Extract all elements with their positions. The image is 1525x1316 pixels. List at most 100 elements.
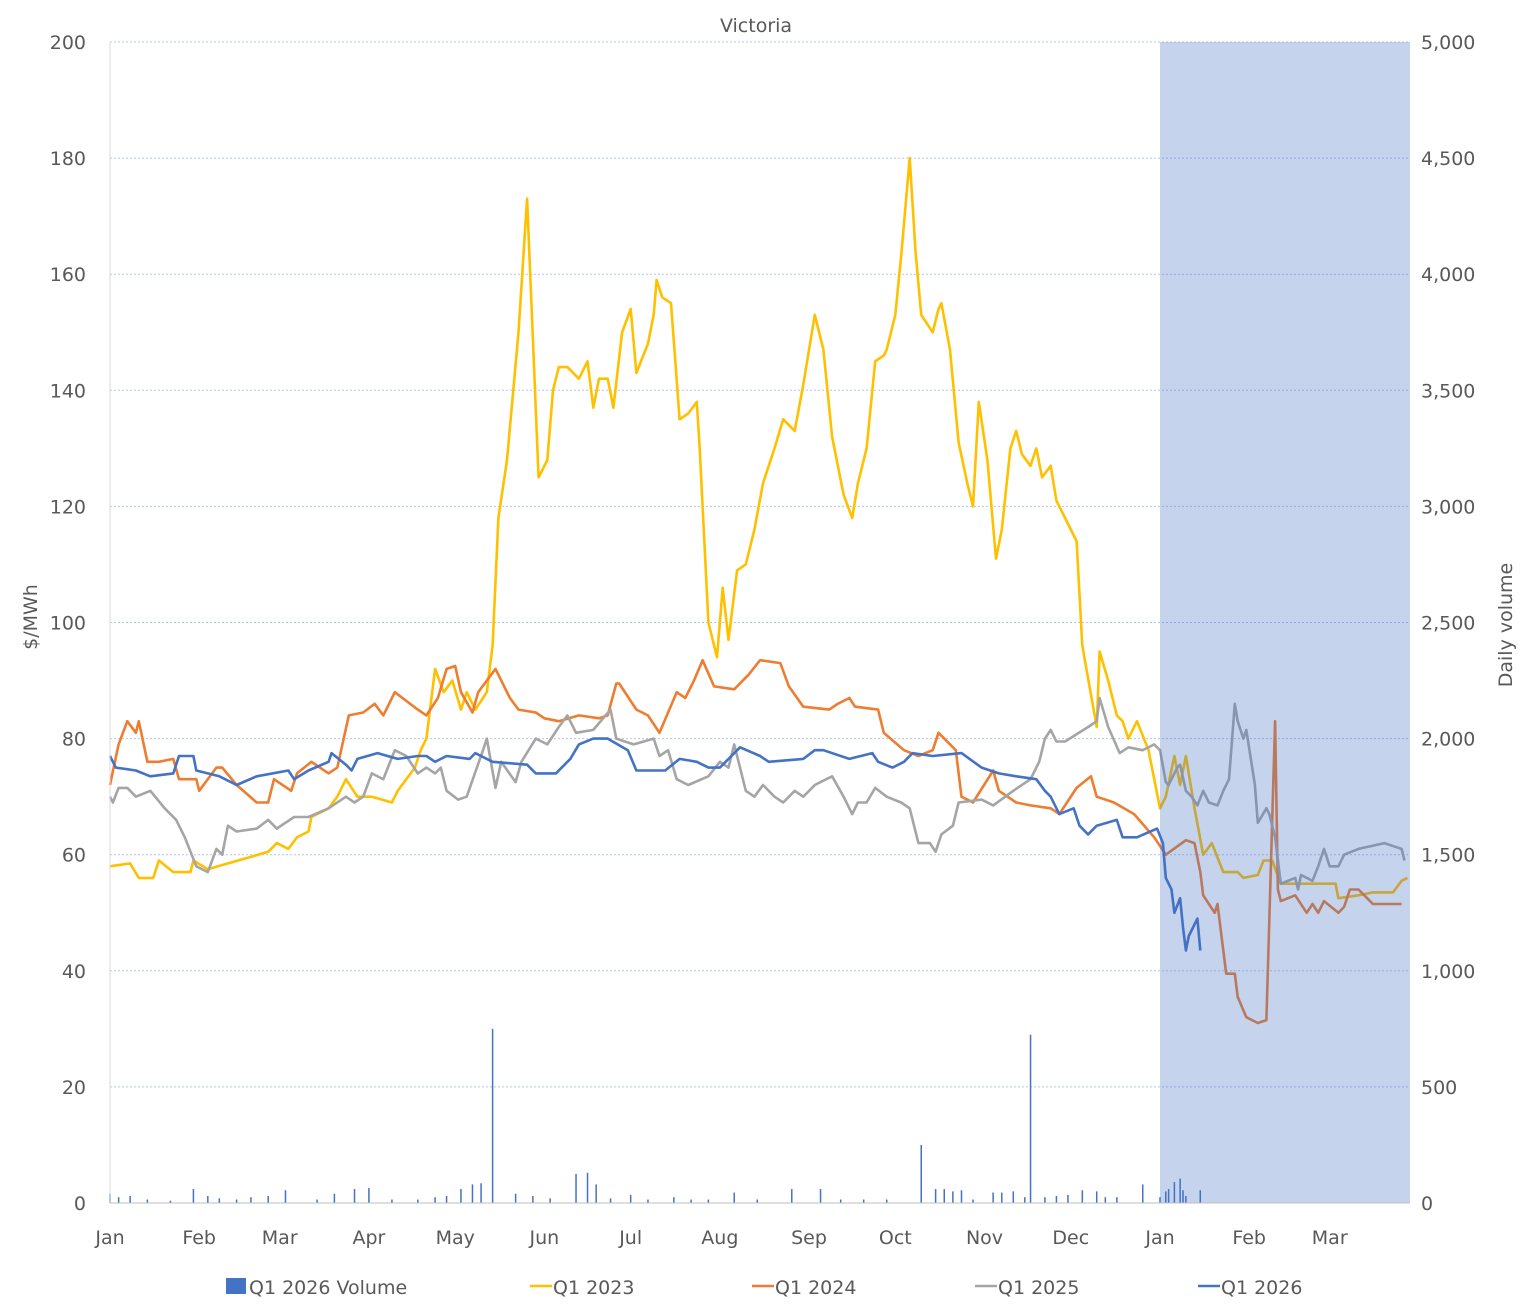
x-tick-label: Nov	[966, 1227, 1003, 1249]
volume-bar	[862, 1199, 865, 1203]
y-axis-label: $/MWh	[20, 584, 42, 650]
y2-tick-label: 1,500	[1421, 845, 1475, 867]
x-tick-label: Jun	[529, 1227, 560, 1249]
volume-bar	[1081, 1190, 1084, 1203]
volume-bar	[885, 1199, 888, 1203]
volume-bar	[690, 1199, 692, 1203]
legend-label: Q1 2023	[553, 1277, 634, 1299]
volume-bar	[575, 1173, 577, 1203]
volume-bar	[1165, 1191, 1167, 1203]
volume-bar	[129, 1196, 131, 1203]
highlight-region	[1160, 42, 1410, 1203]
volume-bar	[756, 1199, 759, 1203]
y-tick-label: 60	[62, 845, 86, 867]
y2-tick-label: 4,500	[1421, 148, 1475, 170]
y-tick-label: 160	[50, 264, 86, 286]
volume-bar	[267, 1196, 269, 1203]
volume-bar	[1012, 1191, 1015, 1203]
volume-bar	[192, 1189, 195, 1203]
volume-bar	[1001, 1192, 1003, 1203]
volume-bar	[992, 1192, 994, 1203]
volume-bar	[1167, 1189, 1170, 1203]
x-tick-label: Dec	[1052, 1227, 1089, 1249]
volume-bar	[146, 1199, 149, 1203]
x-tick-label: May	[436, 1227, 475, 1249]
volume-bars	[109, 1028, 1202, 1203]
volume-bar	[471, 1184, 474, 1203]
gridlines	[110, 41, 1410, 1088]
volume-bar	[647, 1199, 649, 1203]
volume-bar	[609, 1198, 612, 1203]
y2-axis-label: Daily volume	[1495, 563, 1517, 688]
y-tick-label: 20	[62, 1077, 86, 1099]
legend-label: Q1 2025	[998, 1277, 1079, 1299]
x-tick-label: Sep	[791, 1227, 827, 1249]
y2-tick-label: 2,000	[1421, 729, 1475, 751]
volume-bar	[1055, 1196, 1058, 1203]
series-line-q1-2023	[109, 156, 1408, 900]
volume-bar	[819, 1189, 822, 1203]
volume-bar	[417, 1199, 419, 1203]
volume-bar	[391, 1199, 393, 1203]
legend-label: Q1 2026	[1221, 1277, 1302, 1299]
volume-bar	[1029, 1034, 1032, 1203]
volume-bar	[1044, 1197, 1046, 1203]
y2-tick-label: 2,500	[1421, 613, 1475, 635]
legend-swatch-volume	[226, 1278, 246, 1294]
volume-bar	[117, 1197, 120, 1203]
volume-bar	[1199, 1190, 1202, 1203]
y2-tick-label: 3,500	[1421, 380, 1475, 402]
series-line-q1-2026	[108, 737, 1202, 952]
axes: 0 0 20 500 40 1,000 60 1,500 80 2,000 100 2,500 120 3…	[50, 32, 1476, 1249]
volume-bar	[960, 1190, 963, 1203]
volume-bar	[733, 1192, 735, 1203]
volume-bar	[353, 1189, 356, 1203]
volume-bar	[532, 1196, 534, 1203]
legend-label: Q1 2024	[775, 1277, 856, 1299]
volume-bar	[207, 1196, 209, 1203]
x-tick-label: Feb	[182, 1227, 216, 1249]
volume-bar	[549, 1198, 551, 1203]
volume-bar	[629, 1194, 632, 1203]
volume-bar	[434, 1197, 436, 1203]
volume-bar	[1173, 1182, 1176, 1203]
x-tick-label: Jan	[94, 1227, 124, 1249]
volume-bar	[169, 1200, 172, 1203]
volume-bar	[934, 1189, 937, 1203]
volume-bar	[920, 1144, 922, 1203]
volume-bar	[1185, 1196, 1187, 1203]
volume-bar	[480, 1183, 482, 1203]
series-line-q1-2025	[108, 696, 1406, 891]
volume-bar	[491, 1028, 494, 1203]
y2-tick-label: 4,000	[1421, 264, 1475, 286]
q1-2026-highlight	[1160, 42, 1410, 1203]
volume-bar	[445, 1196, 448, 1203]
y2-tick-label: 5,000	[1421, 32, 1475, 54]
y-tick-label: 40	[62, 961, 86, 983]
volume-bar	[1159, 1197, 1161, 1203]
volume-bar	[839, 1199, 842, 1203]
volume-bar	[316, 1199, 318, 1203]
y-tick-label: 200	[50, 32, 86, 54]
y2-tick-label: 1,000	[1421, 961, 1475, 983]
y-tick-label: 180	[50, 148, 86, 170]
x-tick-label: Mar	[1312, 1227, 1348, 1249]
series-line-q1-2024	[108, 658, 1402, 1025]
volume-bar	[514, 1193, 517, 1203]
legend: Q1 2026 Volume Q1 2023 Q1 2024 Q1 2025 Q1 20…	[226, 1277, 1302, 1299]
volume-bar	[943, 1189, 945, 1203]
volume-bar	[284, 1190, 287, 1203]
y-tick-label: 120	[50, 496, 86, 518]
volume-bar	[952, 1191, 954, 1203]
price-lines	[108, 156, 1408, 1025]
volume-bar	[1116, 1197, 1118, 1203]
x-tick-label: Jan	[1144, 1227, 1174, 1249]
y-tick-label: 0	[74, 1193, 86, 1215]
volume-bar	[368, 1187, 370, 1203]
volume-bar	[586, 1172, 589, 1203]
x-tick-label: Oct	[879, 1227, 912, 1249]
volume-bar	[333, 1193, 336, 1203]
y2-tick-label: 500	[1421, 1077, 1457, 1099]
volume-bar	[972, 1199, 974, 1203]
